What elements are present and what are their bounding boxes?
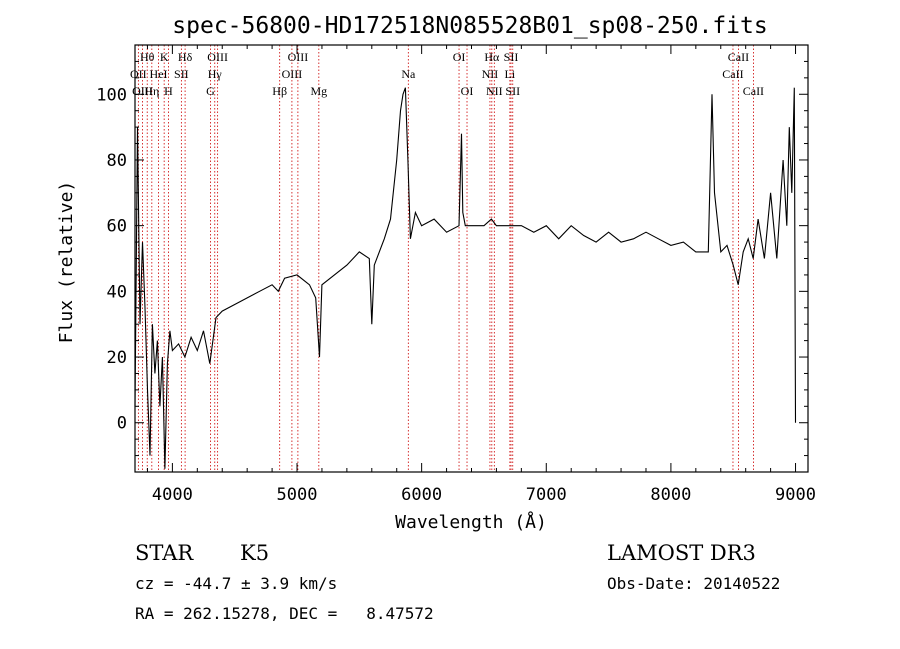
velocity-readout: cz = -44.7 ± 3.9 km/s: [135, 574, 337, 593]
y-tick-label-1: 20: [107, 348, 127, 368]
x-tick-label-5: 9000: [775, 485, 816, 505]
y-tick-label-0: 0: [117, 414, 127, 434]
spectrum-line: [134, 87, 797, 469]
line-label-17: OI: [453, 50, 466, 64]
line-label-11: G: [206, 84, 215, 98]
survey-name: LAMOST DR3: [607, 541, 756, 565]
coordinates: RA = 262.15278, DEC = 8.47572: [135, 604, 434, 623]
y-tick-label-5: 100: [96, 85, 127, 105]
obs-date: Obs-Date: 20140522: [607, 574, 780, 593]
y-tick-label-4: 80: [107, 151, 127, 171]
line-label-6: H: [164, 84, 173, 98]
line-label-19: Hα: [484, 50, 500, 64]
line-label-27: CaII: [743, 84, 764, 98]
plot-frame: [134, 44, 809, 473]
line-label-22: SII: [504, 50, 519, 64]
line-label-20: NII: [482, 67, 499, 81]
line-label-1: OII: [130, 67, 147, 81]
line-label-7: SII: [174, 67, 189, 81]
line-label-15: Mg: [310, 84, 327, 98]
line-label-14: Hβ: [272, 84, 287, 98]
line-label-0: Hθ: [140, 50, 155, 64]
line-label-9: OIII: [207, 50, 228, 64]
line-label-12: OIII: [288, 50, 309, 64]
y-tick-label-2: 40: [107, 282, 127, 302]
y-axis: 0 20 40 60 80 100: [96, 60, 808, 457]
x-tick-label-1: 5000: [277, 485, 318, 505]
x-tick-label-4: 8000: [650, 485, 691, 505]
line-label-21: NII: [486, 84, 503, 98]
line-label-4: K: [160, 50, 169, 64]
spectral-line-markers: [137, 45, 754, 472]
x-tick-label-3: 7000: [526, 485, 567, 505]
x-tick-label-0: 4000: [152, 485, 193, 505]
chart-title: spec-56800-HD172518N085528B01_sp08-250.f…: [172, 13, 767, 39]
line-label-25: CaII: [728, 50, 749, 64]
x-tick-label-2: 6000: [401, 485, 442, 505]
line-label-5: HeI: [150, 67, 168, 81]
y-axis-label: Flux (relative): [56, 181, 77, 344]
line-label-24: SII: [505, 84, 520, 98]
y-tick-label-3: 60: [107, 217, 127, 237]
line-label-18: OI: [461, 84, 474, 98]
line-label-2: Hη: [144, 84, 159, 98]
object-type: STAR: [135, 541, 194, 565]
line-label-10: Hγ: [208, 67, 223, 81]
x-axis-label: Wavelength (Å): [395, 511, 547, 533]
line-label-26: CaII: [722, 67, 743, 81]
spectral-subclass: K5: [240, 541, 269, 565]
line-label-13: OIII: [282, 67, 303, 81]
line-label-8: Hδ: [178, 50, 193, 64]
line-label-16: Na: [401, 67, 416, 81]
x-axis: 4000 5000 6000 7000 8000 9000: [146, 45, 816, 505]
line-label-23: Li: [505, 67, 516, 81]
